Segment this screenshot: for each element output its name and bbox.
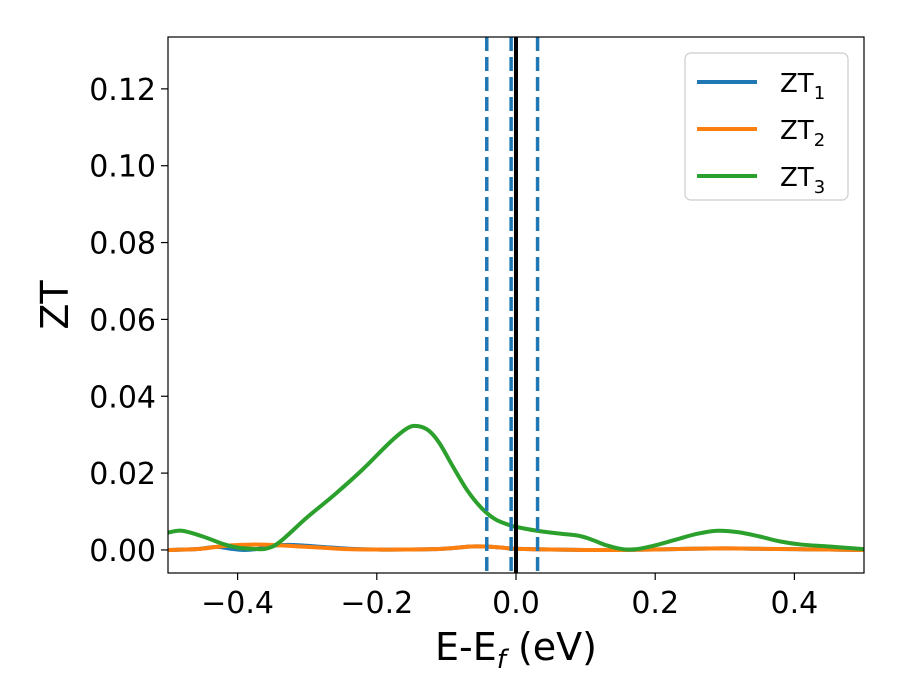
x-tick-label: 0.2 bbox=[631, 586, 679, 621]
x-tick-label: −0.4 bbox=[201, 586, 274, 621]
y-tick-label: 0.10 bbox=[89, 150, 156, 185]
vertical-markers bbox=[485, 37, 540, 573]
y-tick-label: 0.08 bbox=[89, 227, 156, 262]
legend-box bbox=[684, 52, 849, 201]
y-axis: 0.00 0.02 0.04 0.06 0.08 0.10 0.12 bbox=[89, 73, 168, 569]
x-tick-label: −0.2 bbox=[340, 586, 413, 621]
series-line-zt3 bbox=[168, 423, 864, 552]
legend-label-zt3: ZT3 bbox=[780, 163, 825, 198]
y-axis-label: ZT bbox=[33, 280, 77, 330]
y-tick-label: 0.04 bbox=[89, 380, 156, 415]
x-axis: −0.4 −0.2 0.0 0.2 0.4 bbox=[201, 573, 818, 621]
x-axis-label: E-Ef (eV) bbox=[435, 625, 597, 675]
series-line-zt2 bbox=[168, 542, 864, 552]
x-tick-label: 0.0 bbox=[492, 586, 540, 621]
series-layer bbox=[168, 423, 864, 552]
legend-label-zt1: ZT1 bbox=[780, 69, 825, 104]
y-tick-label: 0.02 bbox=[89, 457, 156, 492]
x-tick-label: 0.4 bbox=[771, 586, 819, 621]
legend: ZT1 ZT2 ZT3 bbox=[684, 52, 849, 201]
y-tick-label: 0.12 bbox=[89, 73, 156, 108]
y-tick-label: 0.00 bbox=[89, 534, 156, 569]
legend-label-zt2: ZT2 bbox=[780, 116, 825, 151]
y-tick-label: 0.06 bbox=[89, 303, 156, 338]
